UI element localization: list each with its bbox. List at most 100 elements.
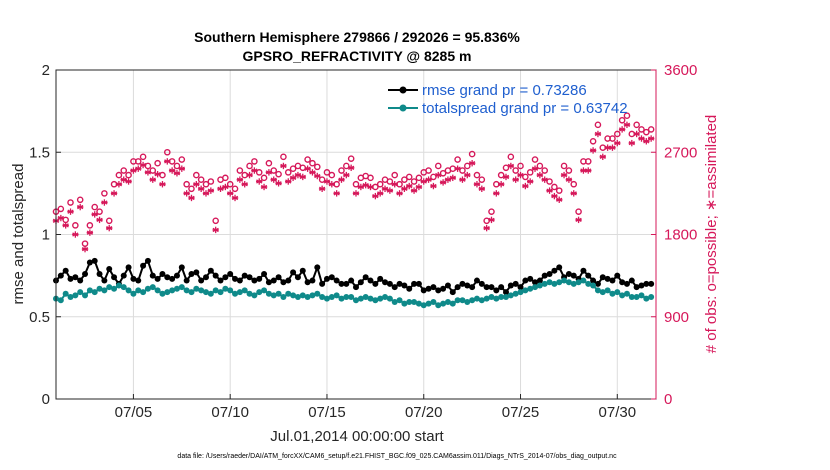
totalspread-point: [517, 289, 524, 296]
totalspread-point: [203, 289, 209, 296]
rmse-point: [449, 289, 456, 296]
assimilated-obs-marker: [101, 199, 108, 206]
assimilated-obs-marker: [449, 174, 456, 182]
totalspread-point: [570, 280, 577, 287]
possible-obs-marker: [551, 183, 558, 191]
assimilated-obs-marker: [401, 185, 408, 193]
possible-obs-marker: [57, 205, 65, 213]
possible-obs-marker: [105, 217, 113, 225]
assimilated-obs-marker: [188, 194, 195, 202]
assimilated-obs-marker: [154, 170, 161, 178]
totalspread-point: [406, 298, 413, 305]
chart-title-line1: Southern Hemisphere 279866 / 292026 = 95…: [194, 29, 520, 45]
possible-obs-marker: [618, 116, 626, 124]
totalspread-point: [304, 294, 311, 301]
totalspread-point: [449, 300, 456, 307]
totalspread-point: [628, 294, 635, 301]
rmse-point: [77, 277, 84, 284]
totalspread-point: [251, 292, 258, 299]
totalspread-point: [575, 279, 582, 286]
assimilated-obs-marker: [120, 176, 127, 183]
rmse-point: [130, 275, 137, 282]
legend-spread-label: totalspread grand pr = 0.63742: [422, 100, 628, 117]
rmse-point: [212, 272, 219, 279]
totalspread-point: [348, 294, 355, 301]
rmse-point: [222, 274, 229, 281]
rmse-point: [440, 285, 447, 292]
x-tick-label: 07/20: [405, 404, 443, 421]
assimilated-obs-marker: [173, 170, 181, 177]
totalspread-point: [57, 297, 64, 304]
possible-obs-marker: [72, 222, 79, 229]
assimilated-obs-marker: [628, 139, 636, 147]
assimilated-obs-marker: [256, 178, 263, 185]
assimilated-obs-marker: [178, 165, 186, 172]
assimilated-obs-marker: [381, 185, 389, 193]
assimilated-obs-marker: [241, 181, 248, 188]
y-right-tick-label: 1800: [664, 227, 697, 244]
totalspread-point: [299, 292, 306, 299]
totalspread-point: [444, 298, 451, 305]
rmse-point: [207, 267, 214, 274]
assimilated-obs-marker: [236, 176, 244, 183]
possible-obs-marker: [575, 208, 582, 215]
assimilated-obs-marker: [541, 176, 548, 183]
totalspread-point: [546, 279, 553, 286]
assimilated-obs-marker: [115, 181, 123, 188]
rmse-point: [367, 277, 374, 284]
rmse-point: [270, 277, 277, 284]
y-left-tick-label: 1.5: [29, 144, 50, 161]
rmse-point: [82, 270, 89, 277]
totalspread-point: [493, 295, 500, 302]
rmse-point: [527, 275, 534, 282]
totalspread-point: [541, 280, 548, 287]
assimilated-obs-marker: [338, 176, 345, 183]
assimilated-obs-marker: [72, 231, 79, 238]
y-left-tick-label: 0: [42, 391, 50, 408]
rmse-point: [541, 272, 548, 279]
possible-obs-marker: [594, 121, 602, 129]
totalspread-point: [377, 295, 384, 302]
assimilated-obs-marker: [193, 181, 200, 188]
possible-obs-marker: [647, 126, 655, 133]
rmse-point: [333, 277, 340, 284]
x-tick-label: 07/10: [211, 404, 249, 421]
rmse-point: [86, 259, 93, 266]
totalspread-point: [309, 292, 316, 299]
totalspread-point: [435, 302, 442, 309]
rmse-point: [299, 267, 306, 274]
possible-obs-marker: [154, 159, 161, 167]
totalspread-point: [396, 297, 403, 304]
assimilated-obs-marker: [270, 176, 277, 183]
totalspread-point: [241, 287, 248, 294]
x-tick-label: 07/25: [502, 404, 540, 421]
totalspread-point: [101, 287, 108, 294]
totalspread-point: [178, 284, 185, 291]
assimilated-obs-marker: [265, 169, 273, 176]
assimilated-obs-marker: [362, 181, 369, 189]
possible-obs-marker: [139, 153, 147, 161]
totalspread-point: [328, 294, 335, 301]
assimilated-obs-marker: [144, 169, 152, 176]
assimilated-obs-marker: [231, 194, 239, 202]
possible-obs-marker: [304, 156, 311, 163]
totalspread-point: [343, 294, 350, 301]
assimilated-obs-marker: [352, 190, 360, 197]
totalspread-point: [256, 289, 263, 296]
totalspread-point: [353, 297, 359, 304]
assimilated-obs-marker: [551, 192, 558, 200]
totalspread-point: [111, 285, 118, 292]
assimilated-obs-marker: [507, 162, 515, 170]
totalspread-point: [115, 282, 122, 289]
rmse-point: [246, 274, 253, 281]
possible-obs-marker: [280, 153, 287, 161]
totalspread-point: [164, 289, 171, 296]
assimilated-obs-marker: [439, 179, 447, 186]
totalspread-point: [483, 295, 490, 302]
possible-obs-marker: [367, 174, 374, 182]
assimilated-obs-marker: [164, 158, 171, 165]
totalspread-point: [275, 290, 282, 297]
assimilated-obs-marker: [589, 147, 597, 154]
possible-obs-marker: [289, 165, 297, 172]
assimilated-obs-marker: [410, 187, 418, 194]
